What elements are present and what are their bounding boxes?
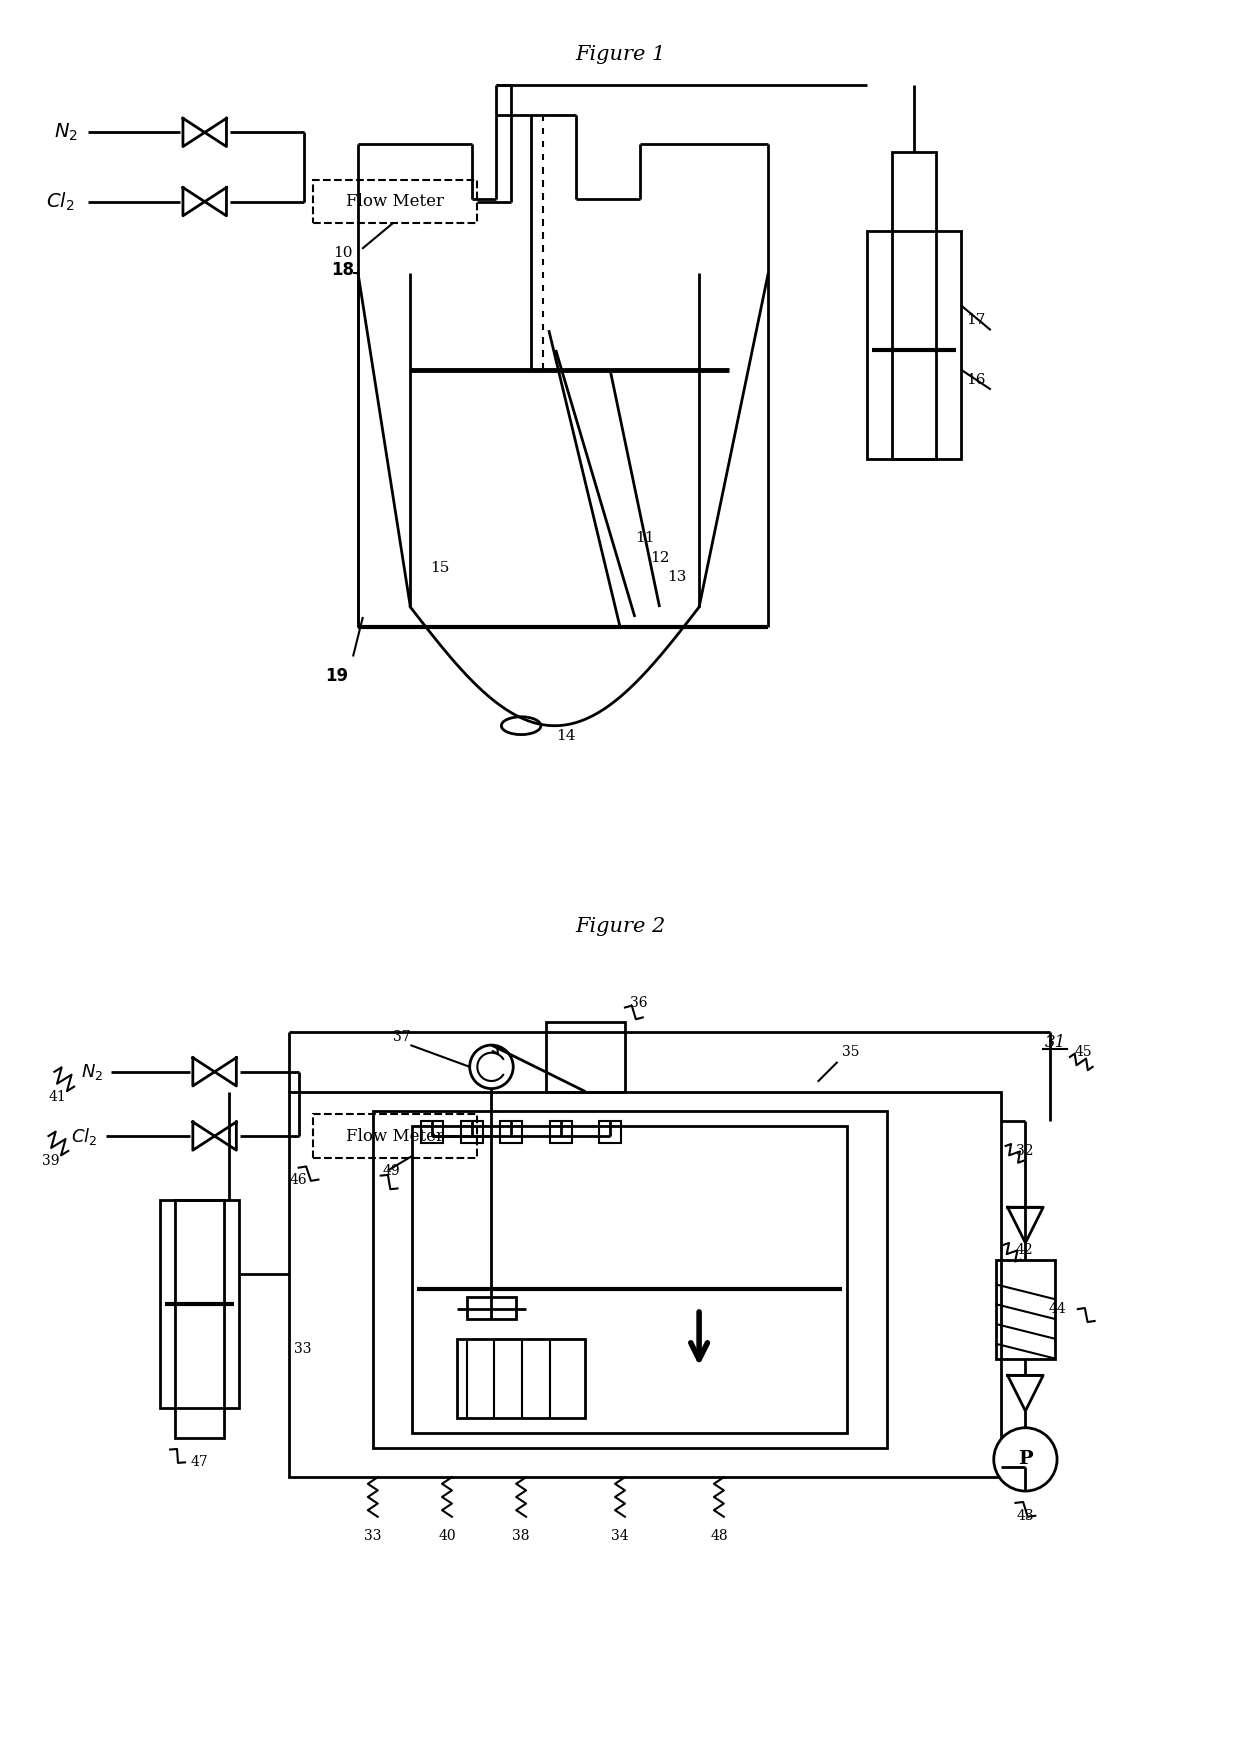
Bar — [996, 1259, 1055, 1359]
Bar — [373, 1112, 887, 1447]
Text: 46: 46 — [290, 1173, 308, 1187]
Bar — [456, 1338, 585, 1417]
Bar — [461, 1121, 482, 1144]
Text: 48: 48 — [711, 1529, 728, 1542]
Text: $N_2$: $N_2$ — [55, 121, 78, 144]
Text: 45: 45 — [1075, 1045, 1092, 1059]
Text: 34: 34 — [611, 1529, 629, 1542]
Text: 33: 33 — [294, 1342, 311, 1356]
Text: 13: 13 — [667, 570, 687, 584]
Text: $N_2$: $N_2$ — [81, 1061, 103, 1082]
Text: 33: 33 — [365, 1529, 382, 1542]
Text: 38: 38 — [512, 1529, 529, 1542]
Text: 36: 36 — [630, 996, 647, 1010]
Text: 17: 17 — [966, 314, 986, 328]
Text: 18: 18 — [331, 261, 355, 279]
Bar — [892, 153, 936, 460]
Bar — [549, 1121, 572, 1144]
Text: 40: 40 — [438, 1529, 456, 1542]
Bar — [599, 1121, 621, 1144]
Bar — [160, 1200, 239, 1408]
Text: 14: 14 — [556, 728, 575, 742]
Text: 10: 10 — [334, 246, 353, 260]
Text: 39: 39 — [42, 1154, 60, 1168]
Text: Figure 1: Figure 1 — [575, 46, 665, 65]
Text: P: P — [1018, 1451, 1033, 1468]
Text: Flow Meter: Flow Meter — [346, 1128, 444, 1145]
Text: 35: 35 — [842, 1045, 861, 1059]
Bar — [314, 181, 476, 223]
Text: 11: 11 — [635, 531, 655, 545]
Text: 41: 41 — [48, 1089, 66, 1103]
Bar — [289, 1091, 1001, 1477]
Text: 42: 42 — [1016, 1244, 1033, 1258]
Text: 32: 32 — [1016, 1144, 1033, 1158]
Bar — [413, 1126, 847, 1433]
Text: 31: 31 — [1044, 1033, 1065, 1051]
Text: Flow Meter: Flow Meter — [346, 193, 444, 210]
Bar — [314, 1114, 476, 1158]
Text: 44: 44 — [1048, 1301, 1066, 1316]
Bar — [175, 1200, 224, 1438]
Bar — [422, 1121, 443, 1144]
Text: 43: 43 — [1017, 1508, 1034, 1522]
Text: 15: 15 — [430, 561, 450, 575]
Text: 12: 12 — [650, 551, 670, 565]
Circle shape — [993, 1428, 1056, 1491]
Bar — [867, 232, 961, 460]
Bar — [466, 1298, 516, 1319]
Bar — [546, 1023, 625, 1091]
Text: 47: 47 — [191, 1456, 208, 1470]
Text: Figure 2: Figure 2 — [575, 917, 665, 935]
Text: 16: 16 — [966, 372, 986, 386]
Text: 37: 37 — [393, 1030, 410, 1044]
Text: 49: 49 — [383, 1163, 401, 1177]
Text: 19: 19 — [325, 667, 348, 686]
Bar — [501, 1121, 522, 1144]
Text: $Cl_2$: $Cl_2$ — [46, 191, 74, 212]
Text: $Cl_2$: $Cl_2$ — [71, 1126, 98, 1147]
